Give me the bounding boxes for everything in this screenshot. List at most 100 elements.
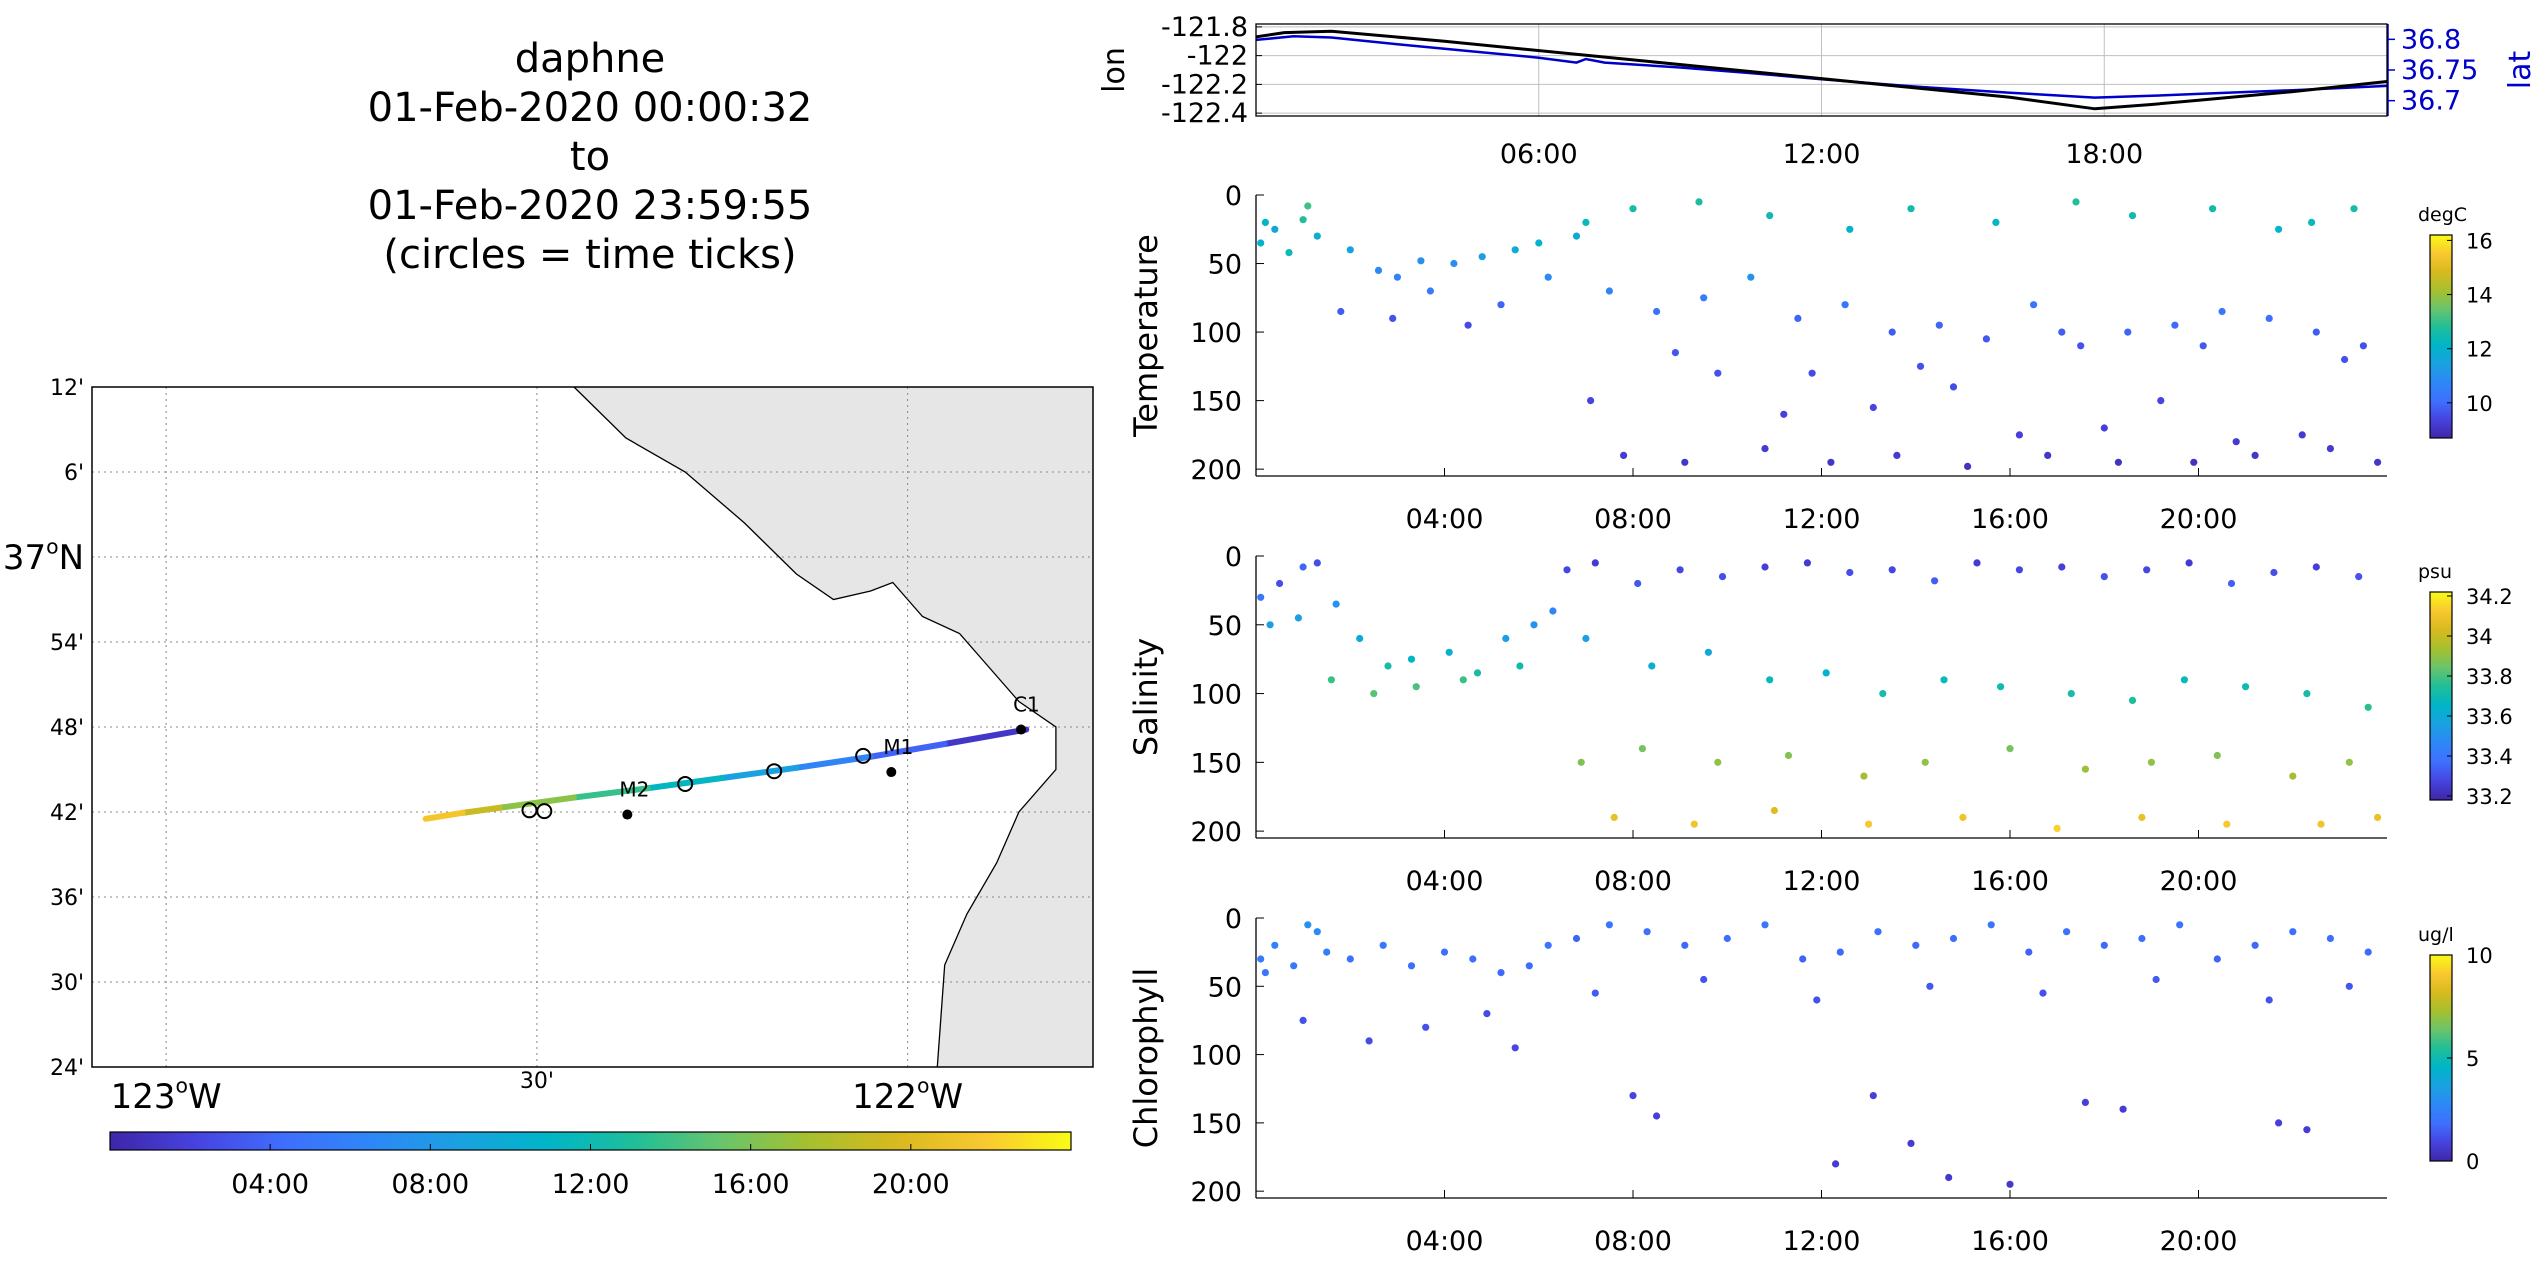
salinity-point — [1846, 568, 1854, 577]
salinity-point — [1266, 621, 1274, 629]
salinity-y-tick-label: 50 — [1208, 611, 1242, 642]
temperature-point — [2015, 431, 2023, 439]
chlorophyll-point — [2345, 982, 2353, 990]
salinity-point — [2312, 563, 2320, 571]
map-station-label: M2 — [619, 778, 649, 802]
temperature-point — [1964, 462, 1972, 470]
temperature-point — [1653, 307, 1661, 316]
salinity-point — [1931, 577, 1939, 585]
temperature-point — [1393, 273, 1401, 281]
salinity-x-tick-label: 04:00 — [1406, 866, 1484, 897]
chlorophyll-point — [2364, 948, 2372, 956]
temperature-point — [1808, 369, 1816, 377]
map-time-tick-circle — [677, 775, 694, 792]
salinity-y-tick-label: 0 — [1225, 542, 1242, 573]
salinity-point — [1459, 676, 1467, 684]
temperature-colorbar-tick-label: 10 — [2466, 392, 2493, 416]
salinity-point — [2100, 573, 2108, 581]
salinity-point — [1563, 566, 1571, 574]
temperature-point — [1846, 225, 1854, 233]
chlorophyll-point — [1261, 969, 1269, 977]
chlorophyll-point — [1511, 1044, 1519, 1052]
temperature-point — [1497, 301, 1505, 309]
chlorophyll-point — [2152, 975, 2160, 984]
salinity-point — [1959, 813, 1967, 822]
salinity-point — [1860, 772, 1868, 780]
temperature-point — [2199, 342, 2207, 350]
chlorophyll-point — [2119, 1105, 2127, 1113]
salinity-x-tick-label: 12:00 — [1783, 866, 1861, 897]
salinity-point — [1940, 676, 1948, 684]
temperature-y-tick-label: 100 — [1190, 318, 1242, 349]
salinity-point — [1276, 579, 1284, 588]
chlorophyll-point — [1836, 948, 1844, 956]
salinity-point — [1370, 690, 1378, 698]
temperature-point — [1907, 205, 1915, 213]
temperature-point — [1511, 246, 1519, 254]
chlorophyll-point — [1591, 989, 1599, 997]
map-track-segment — [719, 764, 800, 781]
temperature-point — [2350, 205, 2358, 213]
salinity-point — [1591, 559, 1599, 567]
salinity-point — [1638, 745, 1646, 753]
chlorophyll-point — [2289, 928, 2297, 936]
chlorophyll-point — [1945, 1173, 1953, 1182]
temperature-colorbar — [2429, 234, 2453, 439]
salinity-colorbar-tick-label: 34.2 — [2466, 585, 2513, 609]
salinity-point — [1356, 634, 1364, 643]
salinity-point — [1997, 683, 2005, 691]
temperature-point — [1620, 451, 1628, 459]
chlorophyll-y-tick-label: 0 — [1225, 904, 1242, 935]
chlorophyll-point — [2100, 941, 2108, 949]
salinity-point — [2317, 820, 2325, 828]
salinity-point — [1610, 813, 1618, 822]
salinity-point — [2345, 758, 2353, 766]
chlorophyll-point — [1379, 941, 1387, 949]
chlorophyll-colorbar-tick-label: 10 — [2466, 944, 2493, 968]
temperature-point — [2114, 458, 2122, 466]
salinity-point — [1865, 820, 1873, 828]
salinity-point — [1766, 676, 1774, 684]
chlorophyll-point — [1290, 962, 1298, 970]
chlorophyll-point — [1907, 1139, 1915, 1147]
temperature-point — [2124, 328, 2132, 336]
map-lat-tick-label: 12' — [50, 376, 84, 401]
temperature-point — [2157, 397, 2165, 405]
temperature-y-tick-label: 200 — [1190, 455, 1242, 486]
chlorophyll-x-tick-label: 16:00 — [1971, 1226, 2049, 1257]
temperature-point — [1714, 369, 1722, 377]
salinity-point — [2242, 683, 2250, 691]
temperature-point — [2326, 445, 2334, 453]
salinity-point — [2015, 566, 2023, 574]
chlorophyll-colorbar-tick-label: 0 — [2466, 1150, 2479, 1174]
chlorophyll-y-tick-label: 50 — [1208, 972, 1242, 1003]
ts-frame — [1255, 23, 2388, 117]
chlorophyll-point — [1653, 1112, 1661, 1120]
salinity-point — [1299, 563, 1307, 571]
temperature-point — [1304, 202, 1312, 210]
temperature-point — [1893, 451, 1901, 459]
chlorophyll-point — [1544, 941, 1552, 949]
chlorophyll-point — [2081, 1098, 2089, 1106]
temperature-point — [1544, 273, 1552, 281]
temperature-point — [1681, 458, 1689, 466]
salinity-point — [1714, 758, 1722, 766]
salinity-point — [1704, 648, 1712, 656]
temperature-x-tick-label: 12:00 — [1783, 504, 1861, 535]
ts-x-tick-label: 12:00 — [1783, 139, 1861, 170]
salinity-point — [2138, 813, 2146, 822]
title-start-time: 01-Feb-2020 00:00:32 — [367, 85, 813, 131]
salinity-point — [1921, 758, 1929, 766]
salinity-point — [1384, 662, 1392, 670]
salinity-panel: 04:00 08:00 12:00 16:00 20:00 0 50 100 150 200 Sal… — [1127, 542, 2513, 897]
title-joiner: to — [569, 134, 611, 180]
salinity-point — [2227, 579, 2236, 588]
salinity-ylabel: Salinity — [1127, 638, 1165, 756]
salinity-point — [2143, 566, 2151, 574]
temperature-point — [1313, 232, 1321, 240]
chlorophyll-point — [1572, 934, 1581, 943]
temperature-point — [2058, 328, 2066, 336]
map-frame — [91, 386, 1094, 1068]
chlorophyll-point — [1323, 948, 1331, 956]
